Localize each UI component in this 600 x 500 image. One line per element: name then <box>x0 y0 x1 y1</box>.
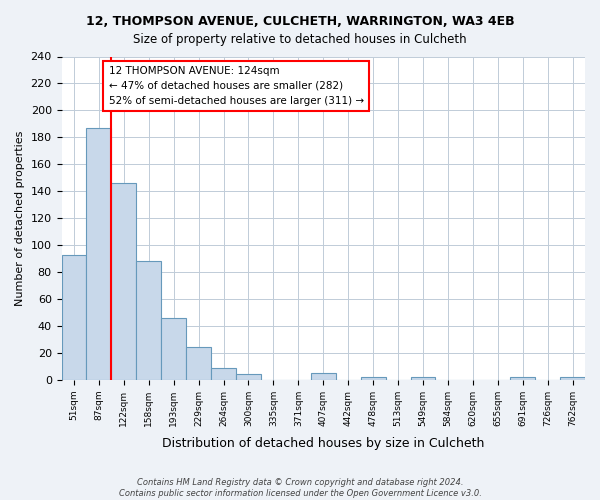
Bar <box>510 377 535 380</box>
Text: Contains HM Land Registry data © Crown copyright and database right 2024.
Contai: Contains HM Land Registry data © Crown c… <box>119 478 481 498</box>
Bar <box>86 128 112 380</box>
Bar <box>136 262 161 380</box>
Text: Size of property relative to detached houses in Culcheth: Size of property relative to detached ho… <box>133 32 467 46</box>
Bar <box>112 183 136 380</box>
Bar <box>186 348 211 380</box>
X-axis label: Distribution of detached houses by size in Culcheth: Distribution of detached houses by size … <box>162 437 484 450</box>
Text: 12, THOMPSON AVENUE, CULCHETH, WARRINGTON, WA3 4EB: 12, THOMPSON AVENUE, CULCHETH, WARRINGTO… <box>86 15 514 28</box>
Y-axis label: Number of detached properties: Number of detached properties <box>15 130 25 306</box>
Text: 12 THOMPSON AVENUE: 124sqm
← 47% of detached houses are smaller (282)
52% of sem: 12 THOMPSON AVENUE: 124sqm ← 47% of deta… <box>109 66 364 106</box>
Bar <box>361 377 386 380</box>
Bar <box>560 377 585 380</box>
Bar <box>236 374 261 380</box>
Bar <box>311 373 336 380</box>
Bar <box>62 254 86 380</box>
Bar <box>211 368 236 380</box>
Bar <box>410 377 436 380</box>
Bar <box>161 318 186 380</box>
